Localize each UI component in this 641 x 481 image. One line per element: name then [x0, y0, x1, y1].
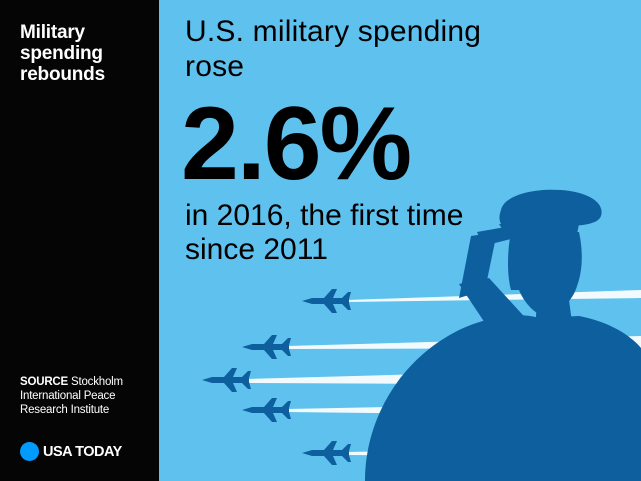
- fighter-jet-icon: [202, 368, 251, 392]
- fighter-jet-icon: [302, 289, 351, 313]
- source-credit: SOURCE Stockholm International Peace Res…: [20, 375, 155, 417]
- source-label: SOURCE: [20, 376, 69, 388]
- fighter-jet-icon: [242, 335, 291, 359]
- sidebar-panel: Military spending rebounds SOURCE Stockh…: [0, 0, 159, 481]
- subtext: in 2016, the first time since 2011: [185, 199, 464, 266]
- brand-logo: USA TODAY: [20, 442, 122, 461]
- saluting-soldier-silhouette-icon: [365, 189, 641, 481]
- source-text: Stockholm International Peace Research I…: [20, 376, 123, 416]
- big-number: 2.6%: [181, 86, 412, 202]
- main-panel: U.S. military spending rose 2.6% in 2016…: [159, 0, 641, 481]
- fighter-jet-icon: [302, 441, 351, 465]
- brand-name: USA TODAY: [43, 443, 122, 460]
- fighter-jet-icon: [242, 398, 291, 422]
- illustration: [202, 189, 641, 481]
- usa-today-dot-logo-icon: [20, 442, 39, 461]
- sidebar-title: Military spending rebounds: [20, 22, 105, 85]
- headline: U.S. military spending rose: [185, 15, 482, 83]
